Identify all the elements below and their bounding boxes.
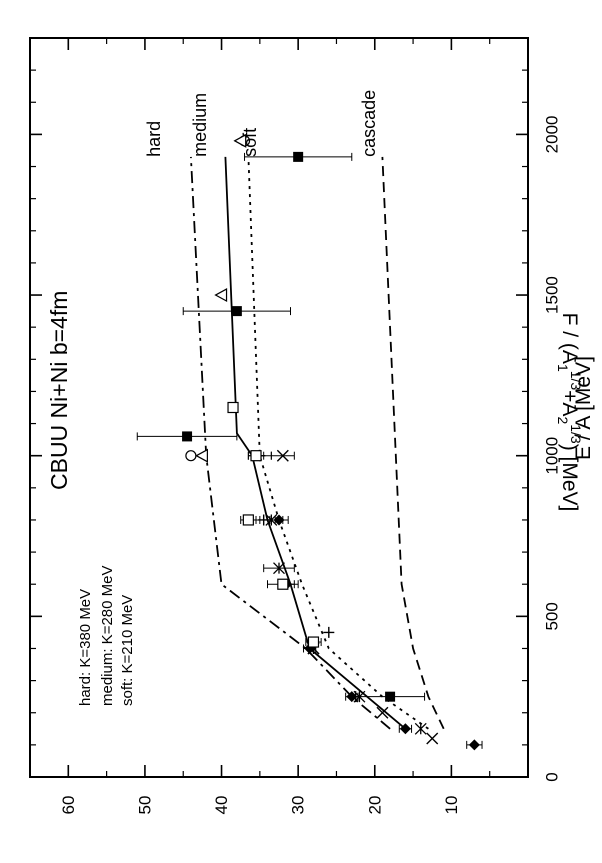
y-tick-label: 60	[59, 796, 78, 815]
y-axis-label-part: F / (A	[558, 313, 581, 364]
marker	[185, 450, 197, 462]
y-tick-label: 30	[289, 796, 308, 815]
x-tick-label: 1500	[543, 276, 562, 314]
data-point-cross	[426, 732, 439, 745]
marker	[231, 306, 242, 317]
marker	[227, 401, 239, 414]
marker	[323, 626, 335, 638]
y-axis-label-part: 1/3	[568, 371, 584, 391]
data-point-open-triangle	[233, 133, 247, 148]
x-tick-label: 500	[543, 602, 562, 630]
curve-label-hard: hard	[144, 121, 164, 157]
y-axis-label-part: 1	[555, 364, 571, 372]
marker	[195, 448, 208, 463]
y-axis-label-part: 1/3	[568, 424, 584, 444]
plot-frame	[29, 37, 529, 778]
y-tick-label: 50	[135, 796, 154, 815]
legend: hard: K=380 MeV medium: K=280 MeV soft: …	[77, 566, 136, 707]
y-axis-label-part: 2	[555, 416, 571, 424]
data-point-asterisk	[414, 722, 427, 735]
marker	[376, 706, 389, 719]
plot-area: 0 500 1000 1500 2000 10 20 30 40 50 60 hard medium so…	[29, 37, 562, 815]
x-tick-label: 1000	[543, 437, 562, 475]
x-axis-label: E / A [MeV]	[572, 356, 595, 460]
marker	[233, 133, 247, 148]
series-cascade	[381, 156, 445, 730]
data-point-asterisk	[263, 562, 295, 575]
data-point-open-square	[227, 401, 239, 414]
marker	[414, 722, 427, 735]
x-tick-label: 2000	[543, 115, 562, 153]
marker	[276, 449, 289, 462]
data-point-filled-diamond	[466, 739, 483, 751]
marker	[258, 514, 270, 526]
data-point-plus	[323, 626, 335, 638]
data-point-open-square	[247, 450, 265, 462]
y-axis-label-part: ) [MeV]	[558, 444, 581, 512]
data-point-filled-square	[355, 691, 426, 702]
y-axis-label: F / (A11/3+A21/3) [MeV]	[555, 313, 584, 512]
data-point-open-square	[305, 636, 322, 648]
legend-line-soft: soft: K=210 MeV	[119, 595, 136, 706]
marker	[273, 562, 285, 575]
legend-line-hard: hard: K=380 MeV	[77, 589, 94, 706]
series-hard	[190, 156, 391, 730]
marker	[468, 739, 480, 751]
marker	[426, 732, 439, 745]
chart-title: CBUU Ni+Ni b=4fm	[46, 291, 72, 490]
data-point-filled-square	[182, 306, 291, 317]
data-point-open-triangle	[214, 288, 228, 303]
curve-label-medium: medium	[190, 93, 210, 157]
marker	[385, 691, 396, 702]
curve-label-soft: soft	[240, 128, 260, 157]
series-medium	[224, 156, 406, 730]
data-point-filled-square	[136, 431, 238, 442]
y-axis-label-part: +A	[558, 390, 581, 416]
marker	[250, 450, 262, 462]
data-point-filled-diamond	[398, 723, 413, 735]
marker	[242, 514, 254, 526]
y-tick-label: 20	[365, 796, 384, 815]
text-layer: CBUU Ni+Ni b=4fm E / A [MeV] F / (A11/3+…	[46, 291, 595, 706]
marker	[399, 723, 411, 735]
data-point-open-circle	[185, 450, 197, 462]
marker	[307, 636, 320, 648]
x-tick-label: 0	[543, 772, 562, 781]
data-point-cross	[376, 706, 389, 719]
data-point-filled-square	[244, 151, 353, 162]
y-tick-label: 10	[442, 796, 461, 815]
marker	[214, 288, 228, 303]
data-point-open-square	[267, 578, 299, 590]
marker	[277, 578, 289, 590]
legend-line-medium: medium: K=280 MeV	[99, 566, 116, 707]
marker	[182, 431, 193, 442]
curve-label-cascade: cascade	[359, 90, 379, 157]
marker	[293, 151, 304, 162]
y-tick-label: 40	[212, 796, 231, 815]
data-point-open-square	[240, 514, 257, 526]
data-point-open-triangle	[195, 448, 208, 463]
